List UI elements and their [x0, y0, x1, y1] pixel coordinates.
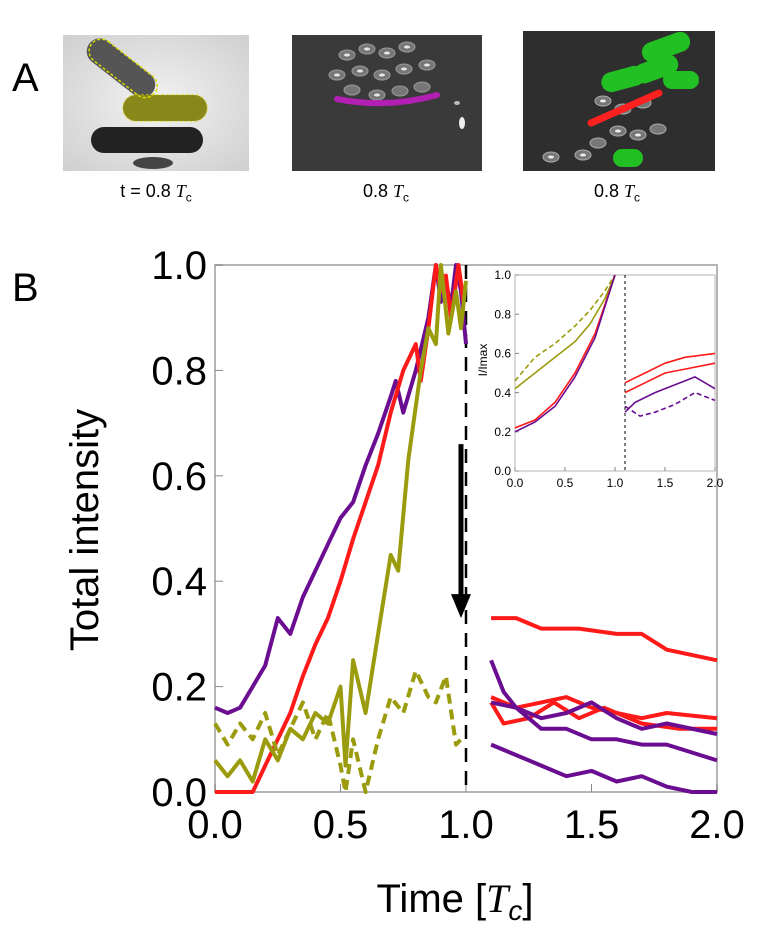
- inset-series-red-a: [514, 274, 616, 429]
- main-y-tick-label: 0.4: [151, 560, 207, 604]
- inset-series-olive-b: [514, 274, 616, 382]
- caption-2: 0.8 Tc: [362, 181, 410, 205]
- main-x-tick-label: 1.0: [438, 803, 494, 847]
- inset-y-tick-label: 1.0: [494, 268, 511, 282]
- inset-background: [476, 270, 716, 502]
- inset-y-tick-label: 0.6: [494, 347, 511, 361]
- inset-series-purple-a: [514, 274, 616, 433]
- inset-x-tick-label: 0.5: [557, 476, 574, 490]
- main-y-tick-label: 0.2: [151, 666, 207, 710]
- main-series-red-after-2: [490, 695, 718, 721]
- x-axis-label: Time [Tc]: [376, 876, 533, 926]
- main-x-tick-label: 0.0: [187, 803, 243, 847]
- inset-x-tick-label: 0.0: [507, 476, 524, 490]
- division-arrow-head: [450, 594, 471, 619]
- inset-y-tick-label: 0.8: [494, 307, 511, 321]
- inset-y-tick-label: 0.0: [494, 464, 511, 478]
- panel-a-label: A: [12, 56, 39, 100]
- main-x-tick-label: 0.5: [313, 803, 369, 847]
- inset-x-tick-label: 1.5: [657, 476, 674, 490]
- inset-series-purple-b: [624, 376, 716, 413]
- main-y-tick-label: 0.6: [151, 455, 207, 499]
- main-series-purple-after-2: [490, 700, 718, 763]
- inset-x-tick-label: 1.0: [607, 476, 624, 490]
- main-y-tick-label: 1.0: [151, 244, 207, 288]
- caption-1: t = 0.8 Tc: [120, 181, 192, 205]
- inset-y-tick-label: 0.4: [494, 386, 511, 400]
- main-series-olive-before: [213, 263, 468, 784]
- main-series-olive-dashed-before: [213, 668, 463, 794]
- micrograph-magenta: [292, 35, 482, 171]
- inset-series-red-c: [624, 362, 716, 394]
- inset-y-tick-label: 0.2: [494, 425, 511, 439]
- main-series-purple-after-1: [489, 659, 718, 736]
- inset-x-tick-label: 2.0: [707, 476, 724, 490]
- inset-y-label: I/Imax: [476, 344, 490, 377]
- micrograph-green-red: [523, 31, 715, 171]
- main-plot-area: 0.0 0.5 1.0 1.5 2.0 0.0 0.2 0.4 0.6 0.8 1.0: [151, 244, 744, 847]
- main-y-tick-label: 0.8: [151, 349, 207, 393]
- panel-b-label: B: [12, 266, 39, 310]
- inset-series-red-b: [624, 352, 716, 384]
- inset-series-olive-a: [514, 274, 616, 390]
- main-x-tick-label: 1.5: [564, 803, 620, 847]
- inset-plot-area: 0.0 0.5 1.0 1.5 2.0 0.0 0.2 0.4 0.6 0.8 1.0 I/Imax: [476, 268, 724, 502]
- y-axis-label: Total intensity: [63, 409, 107, 651]
- main-y-tick-label: 0.0: [151, 771, 207, 815]
- caption-3: 0.8 Tc: [593, 181, 641, 205]
- main-x-tick-label: 2.0: [689, 803, 745, 847]
- inset-series-purple-c: [624, 391, 716, 417]
- main-series-purple-after-3: [490, 742, 717, 794]
- main-series-red-after-1: [491, 616, 718, 663]
- main-series-red-after-3: [489, 700, 717, 731]
- micrograph-phase-contrast: [63, 35, 249, 171]
